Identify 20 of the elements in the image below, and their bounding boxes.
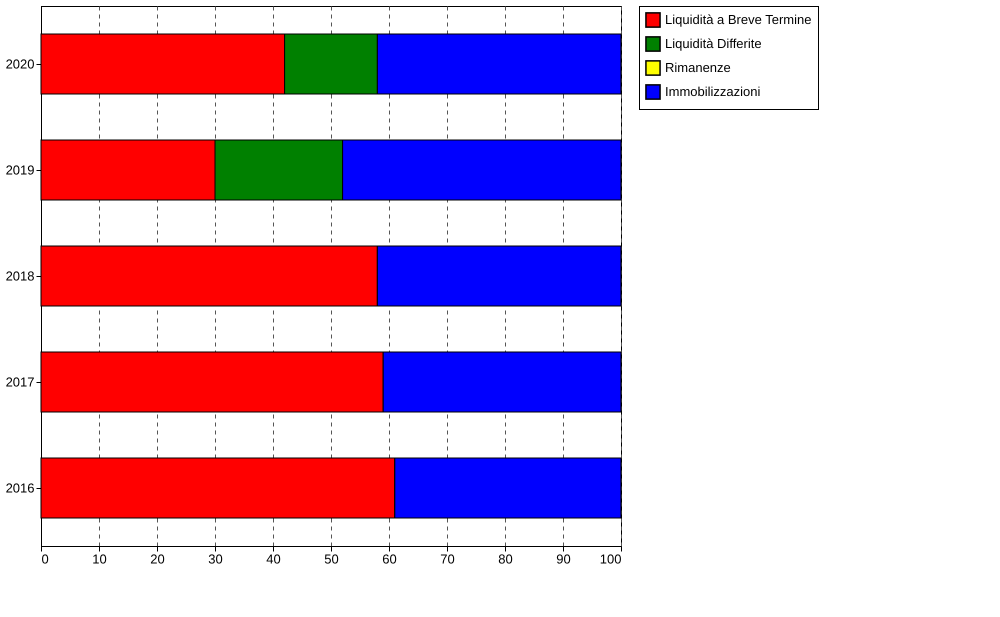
x-tick-label: 70 xyxy=(440,552,455,566)
x-tick-label: 80 xyxy=(498,552,513,566)
legend-label: Rimanenze xyxy=(665,60,731,75)
x-tick-label: 20 xyxy=(150,552,165,566)
x-tick-label: 60 xyxy=(382,552,397,566)
y-tick-label: 2017 xyxy=(6,374,34,390)
x-tick-label: 100 xyxy=(600,552,622,566)
x-tick-label: 0 xyxy=(42,552,49,566)
x-tick-label: 30 xyxy=(208,552,223,566)
legend-label: Liquidità Differite xyxy=(665,36,762,51)
x-tick-label: 40 xyxy=(266,552,281,566)
legend-label: Immobilizzazioni xyxy=(665,84,760,99)
y-tick-label: 2018 xyxy=(6,268,34,284)
y-tick-label: 2019 xyxy=(6,162,34,178)
legend-label: Liquidità a Breve Termine xyxy=(665,12,812,27)
x-tick-label: 10 xyxy=(92,552,107,566)
y-tick-label: 2020 xyxy=(6,56,34,72)
y-tick-label: 2016 xyxy=(6,480,34,496)
x-tick-label: 90 xyxy=(556,552,571,566)
x-tick-label: 50 xyxy=(324,552,339,566)
